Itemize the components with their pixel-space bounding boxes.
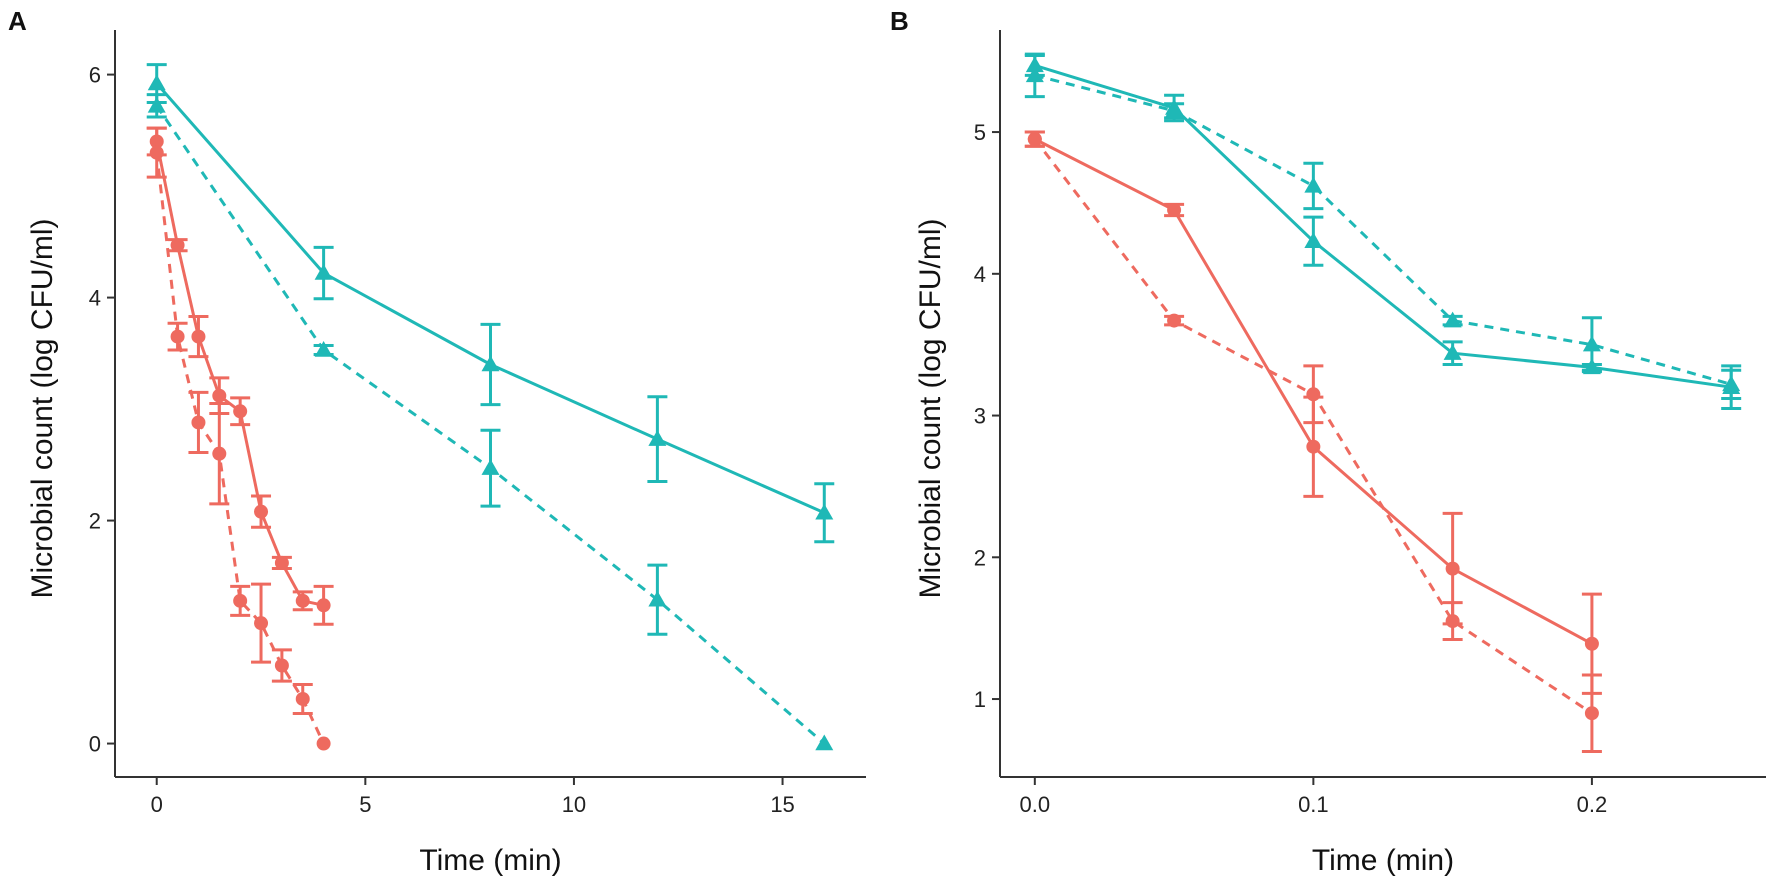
y-tick-label: 4 bbox=[974, 262, 986, 287]
x-tick-label: 10 bbox=[562, 792, 586, 817]
chart-panel-a: 0 5 10 15 0 2 4 6 Time (min) Microbial count (log… bbox=[26, 30, 866, 877]
y-axis-title: Microbial count (log CFU/ml) bbox=[914, 218, 947, 598]
data-point bbox=[815, 503, 834, 520]
data-point bbox=[648, 590, 667, 607]
chart-panel-b: 0.0 0.1 0.2 1 2 3 4 5 Time (min) Microbial count … bbox=[914, 30, 1766, 877]
data-point bbox=[1025, 66, 1044, 83]
x-tick-label: 5 bbox=[359, 792, 371, 817]
series-line bbox=[155, 104, 826, 745]
x-axis-title: Time (min) bbox=[419, 844, 561, 877]
x-tick-label: 0.2 bbox=[1577, 792, 1608, 817]
data-point bbox=[274, 555, 289, 570]
data-point bbox=[314, 264, 333, 280]
data-point bbox=[170, 329, 185, 344]
data-point bbox=[191, 329, 206, 344]
data-point bbox=[481, 459, 500, 475]
data-point bbox=[314, 340, 333, 357]
series-teal-dashed bbox=[146, 93, 834, 751]
data-point bbox=[149, 145, 164, 160]
data-point bbox=[1722, 375, 1741, 392]
data-point bbox=[815, 734, 834, 751]
data-point bbox=[254, 616, 269, 631]
y-tick-label: 1 bbox=[974, 687, 986, 712]
x-tick-label: 0.0 bbox=[1020, 792, 1051, 817]
data-point bbox=[254, 504, 269, 519]
data-point bbox=[233, 593, 248, 608]
series-teal-dashed bbox=[1024, 52, 1742, 401]
data-point bbox=[1167, 203, 1182, 218]
y-tick-label: 4 bbox=[89, 286, 101, 311]
data-point bbox=[274, 658, 289, 673]
data-point bbox=[1582, 335, 1601, 352]
data-point bbox=[212, 446, 227, 461]
series-line bbox=[1034, 64, 1732, 389]
series-red-dashed bbox=[1024, 130, 1602, 753]
data-point bbox=[648, 430, 667, 446]
data-point bbox=[1306, 387, 1321, 402]
x-tick-label: 0.1 bbox=[1298, 792, 1329, 817]
data-point bbox=[1443, 344, 1462, 360]
data-point bbox=[316, 736, 331, 751]
y-tick-label: 2 bbox=[89, 509, 101, 534]
panel-label-b: B bbox=[890, 6, 909, 36]
x-tick-label: 15 bbox=[770, 792, 794, 817]
y-tick-label: 0 bbox=[89, 732, 101, 757]
data-point bbox=[1445, 614, 1460, 629]
data-point bbox=[1584, 636, 1599, 651]
x-axis-title: Time (min) bbox=[1312, 844, 1454, 877]
series-line bbox=[155, 141, 324, 607]
data-point bbox=[295, 593, 310, 608]
data-point bbox=[295, 691, 310, 706]
data-point bbox=[1304, 232, 1323, 248]
data-point bbox=[316, 598, 331, 613]
x-tick-label: 0 bbox=[151, 792, 163, 817]
data-point bbox=[1443, 311, 1462, 328]
panel-label-a: A bbox=[8, 6, 27, 36]
data-point bbox=[1165, 101, 1184, 118]
data-point bbox=[147, 96, 166, 113]
data-point bbox=[1584, 706, 1599, 721]
data-point bbox=[170, 238, 185, 253]
data-point bbox=[1027, 132, 1042, 147]
data-point bbox=[481, 355, 500, 372]
data-point bbox=[1306, 439, 1321, 454]
series-red-solid bbox=[146, 126, 334, 626]
series-line bbox=[1034, 73, 1732, 386]
series-line bbox=[155, 152, 325, 745]
y-tick-label: 3 bbox=[974, 404, 986, 429]
y-axis-title: Microbial count (log CFU/ml) bbox=[26, 218, 59, 598]
y-tick-label: 5 bbox=[974, 120, 986, 145]
y-tick-label: 2 bbox=[974, 545, 986, 570]
data-point bbox=[1304, 176, 1323, 193]
data-point bbox=[147, 74, 166, 91]
data-point bbox=[191, 415, 206, 430]
data-point bbox=[233, 404, 248, 419]
y-tick-label: 6 bbox=[89, 63, 101, 88]
data-point bbox=[212, 388, 227, 403]
series-red-dashed bbox=[146, 126, 331, 751]
data-point bbox=[1167, 313, 1182, 328]
data-point bbox=[1445, 561, 1460, 576]
